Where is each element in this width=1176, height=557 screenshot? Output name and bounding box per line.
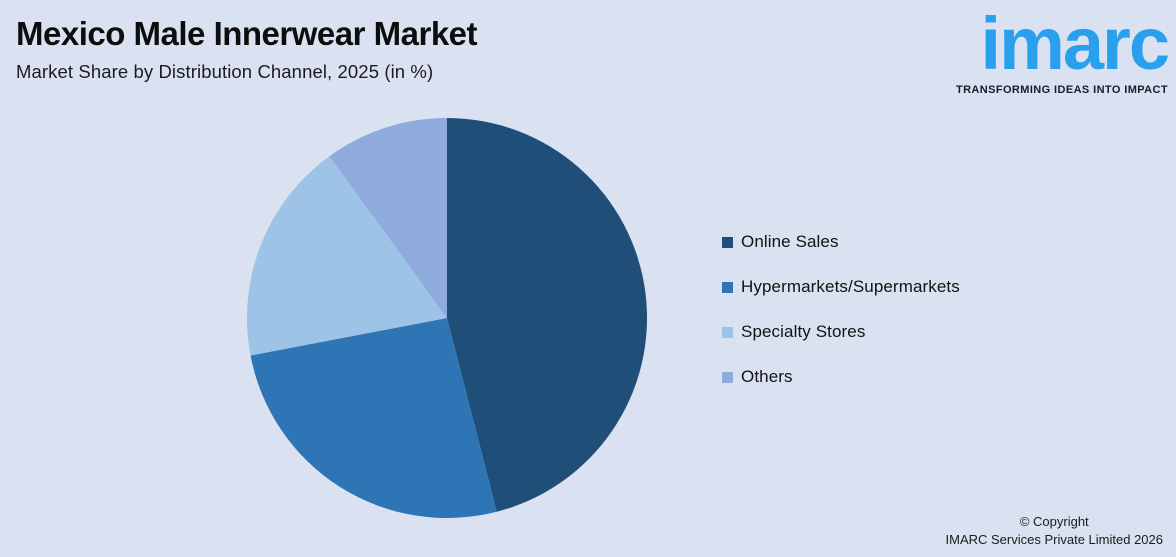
legend-swatch-specialty-stores (722, 326, 733, 338)
legend-label-specialty-stores: Specialty Stores (741, 322, 866, 341)
imarc-tagline: TRANSFORMING IDEAS INTO IMPACT (955, 83, 1168, 96)
pie-slice-others (329, 118, 447, 318)
copyright-line2: IMARC Services Private Limited 2026 (945, 532, 1163, 548)
legend-item-others: Others (722, 367, 960, 386)
legend-swatch-others (722, 371, 733, 383)
imarc-logo: imarc TRANSFORMING IDEAS INTO IMPACT (955, 2, 1170, 96)
legend-swatch-online-sales (722, 236, 733, 248)
copyright: © Copyright IMARC Services Private Limit… (946, 513, 1163, 549)
copyright-line1: © Copyright (1019, 514, 1089, 530)
header: Mexico Male Innerwear Market Market Shar… (16, 15, 478, 83)
page-title: Mexico Male Innerwear Market (16, 15, 478, 52)
chart-subtitle: Market Share by Distribution Channel, 20… (16, 61, 434, 83)
legend-item-online-sales: Online Sales (722, 232, 960, 251)
pie-slice-hypermarkets-supermarkets (250, 318, 497, 518)
legend-item-hypermarkets-supermarkets: Hypermarkets/Supermarkets (722, 277, 960, 296)
legend-swatch-hypermarkets-supermarkets (722, 281, 733, 293)
legend-label-hypermarkets-supermarkets: Hypermarkets/Supermarkets (741, 277, 960, 296)
legend-item-specialty-stores: Specialty Stores (722, 322, 960, 341)
pie-chart (247, 118, 647, 518)
pie-slice-online-sales (447, 118, 647, 512)
legend-label-others: Others (741, 367, 793, 386)
chart-legend: Online Sales Hypermarkets/Supermarkets Spe… (722, 232, 960, 413)
pie-slice-specialty-stores (247, 156, 447, 356)
legend-label-online-sales: Online Sales (741, 232, 839, 251)
imarc-wordmark: imarc (980, 2, 1170, 85)
